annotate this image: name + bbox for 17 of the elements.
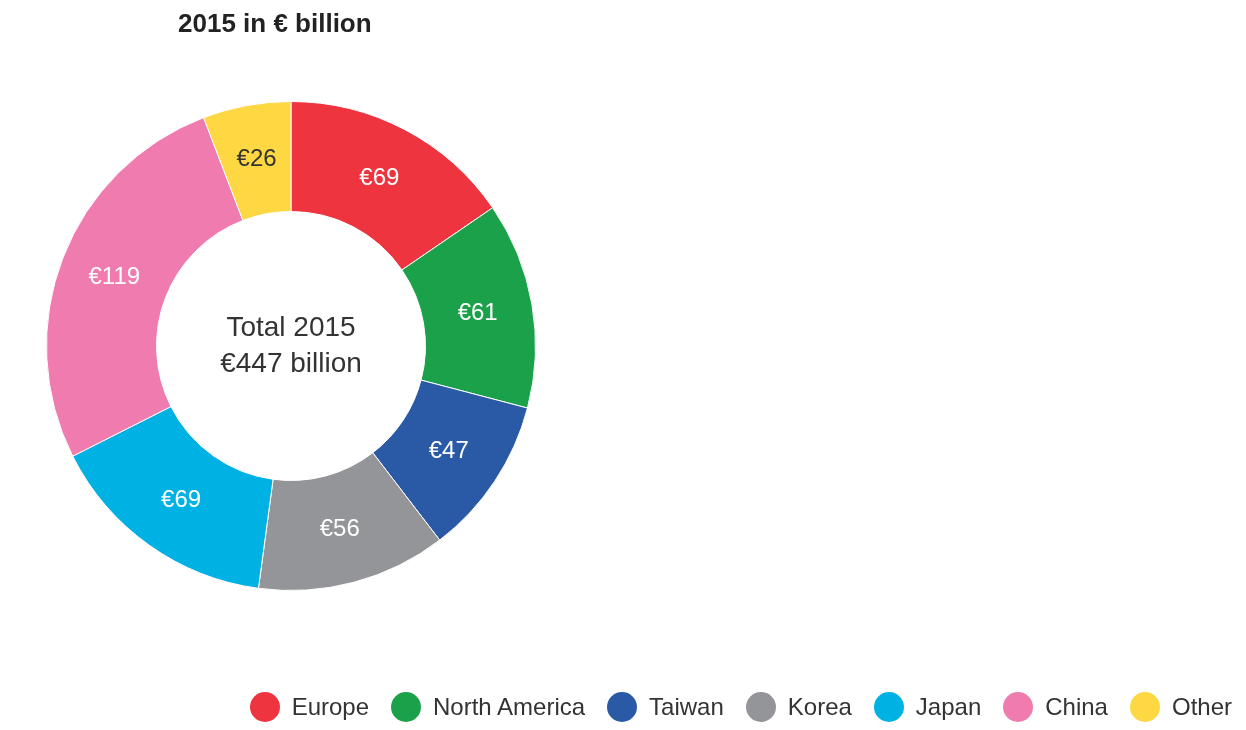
chart-title: 2015 in € billion <box>178 8 372 39</box>
legend-label: Europe <box>291 693 370 721</box>
data-label: €26 <box>236 144 277 172</box>
data-label: €69 <box>161 485 202 513</box>
data-label: €47 <box>428 435 469 463</box>
text: Total 2015 <box>226 310 356 342</box>
data-label: €61 <box>457 298 498 326</box>
legend-label: Taiwan <box>649 693 724 721</box>
data-label: €119 <box>88 262 141 290</box>
legend-label: North America <box>433 693 586 721</box>
legend-label: Japan <box>915 693 982 721</box>
legend-label: Other <box>1171 693 1232 721</box>
legend-label: China <box>1045 693 1108 721</box>
data-label: €56 <box>319 513 360 541</box>
text: €447 billion <box>220 346 362 378</box>
data-label: €69 <box>359 162 400 190</box>
legend-label: Korea <box>787 693 852 721</box>
